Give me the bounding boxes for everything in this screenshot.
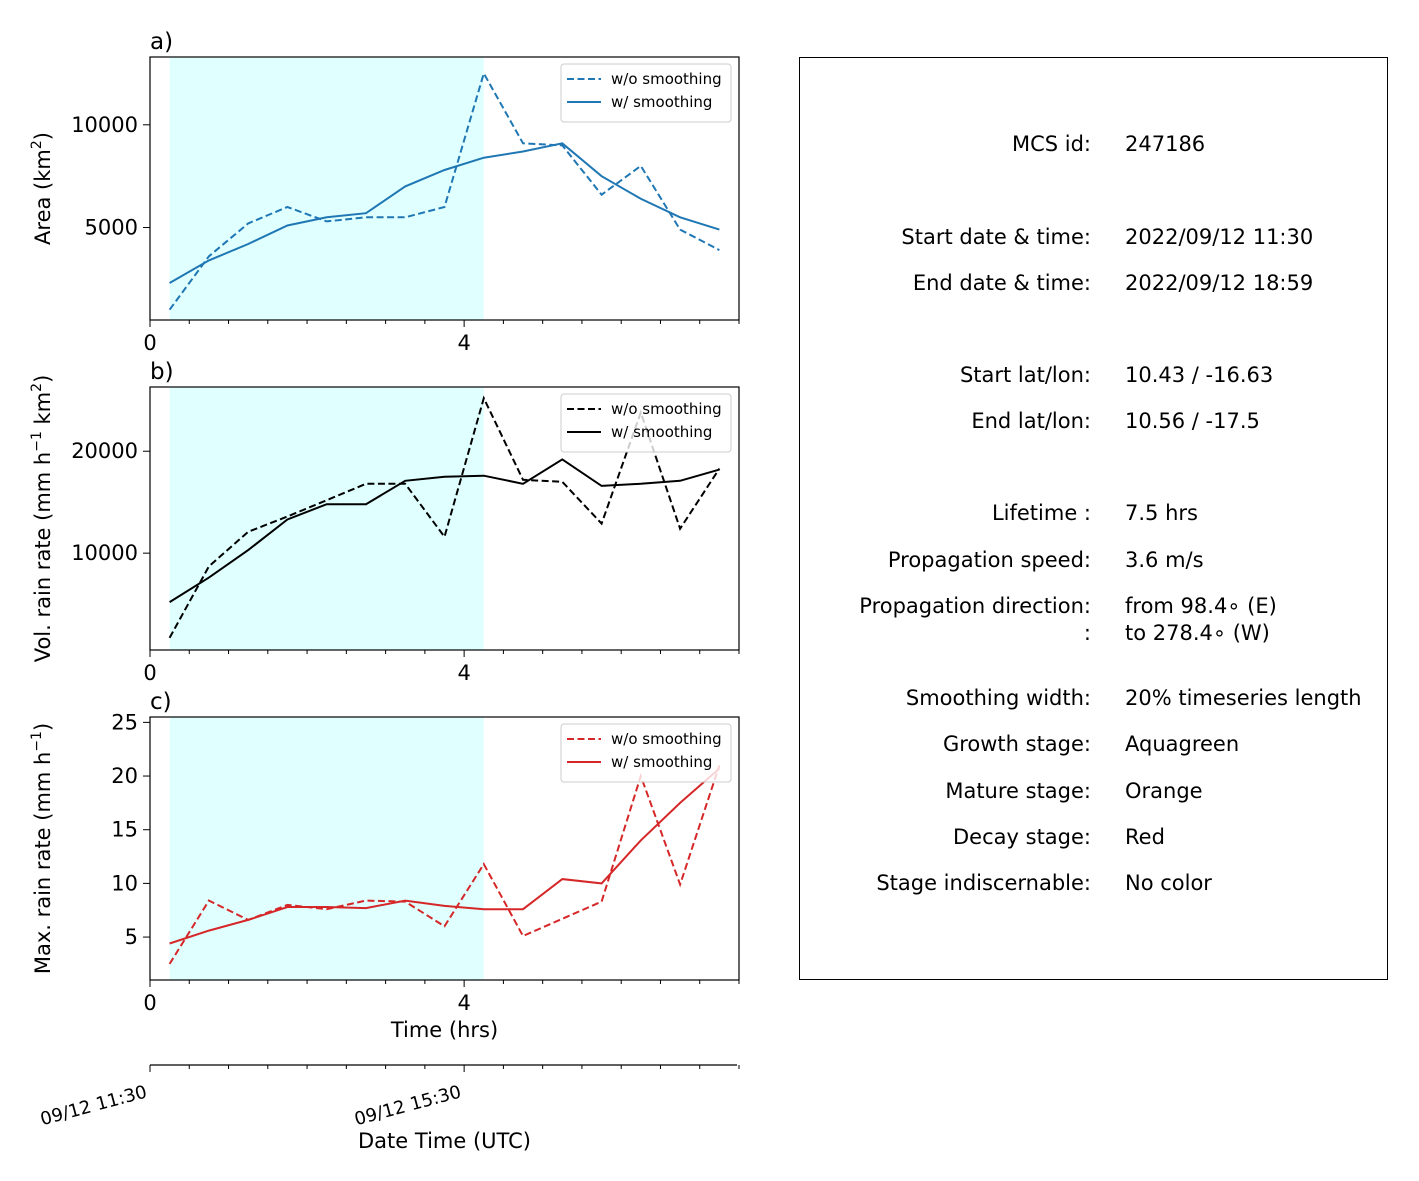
legend-box <box>560 63 732 123</box>
legend-label: w/ smoothing <box>611 93 712 111</box>
legend-label: w/o smoothing <box>611 730 722 748</box>
info-key: MCS id: <box>1011 132 1091 156</box>
x-tick-label: 4 <box>457 661 470 685</box>
y-tick-label: 15 <box>111 818 138 842</box>
legend: w/o smoothing w/ smoothing <box>560 723 732 783</box>
series-line-smoothed <box>169 767 721 945</box>
legend-label: w/ smoothing <box>611 423 712 441</box>
info-key: Start lat/lon: <box>959 363 1091 387</box>
y-label-text: Max. rain rate (mm h <box>31 752 55 975</box>
y-tick-label: 5 <box>125 925 138 949</box>
info-key: End date & time: <box>912 271 1091 295</box>
info-key: Start date & time: <box>901 225 1091 249</box>
datetime-tick-label: 09/12 15:30 <box>352 1082 463 1131</box>
y-tick-label: 20 <box>111 764 138 788</box>
panel-label: c) <box>150 689 172 715</box>
info-key: Growth stage: <box>942 732 1091 756</box>
y-axis-label: Area (km2) <box>29 132 55 245</box>
y-axis-label: Vol. rain rate (mm h−1 km2) <box>29 375 55 663</box>
legend-label: w/o smoothing <box>611 70 722 88</box>
series-line-smoothed <box>169 458 720 603</box>
y-label-text: ) <box>31 723 55 731</box>
info-value: from 98.4∘ (E) <box>1125 594 1277 618</box>
plot-frame <box>149 386 740 651</box>
legend-label: w/o smoothing <box>611 400 722 418</box>
growth-stage-shade <box>169 57 484 320</box>
x-axis-label: Time (hrs) <box>390 1018 498 1042</box>
info-key: : <box>1083 621 1091 645</box>
info-value: 7.5 hrs <box>1125 501 1198 525</box>
series-line-smoothed <box>169 142 720 284</box>
y-tick-label: 25 <box>111 710 138 734</box>
y-tick-label: 10 <box>111 871 138 895</box>
x-tick-label: 0 <box>143 991 156 1015</box>
panel-area: 0 4 5000 10000 a) Area (km2) w/o smoothing w/ s… <box>29 29 740 355</box>
datetime-axis-label: Date Time (UTC) <box>358 1129 531 1153</box>
y-label-text: km <box>31 392 55 431</box>
info-key: Stage indiscernable: <box>876 871 1091 895</box>
info-value: Aquagreen <box>1125 732 1240 756</box>
series-line-raw <box>168 395 721 639</box>
y-label-sup: −1 <box>29 431 45 452</box>
info-value: No color <box>1125 871 1212 895</box>
legend-box <box>560 393 732 453</box>
y-label-text: Area (km <box>31 149 55 245</box>
series-line-raw <box>168 70 720 311</box>
info-key: End lat/lon: <box>971 409 1091 433</box>
growth-stage-shade <box>169 387 484 650</box>
datetime-tick-label: 09/12 11:30 <box>38 1082 149 1131</box>
panel-label: a) <box>150 29 173 55</box>
legend-label: w/ smoothing <box>611 753 712 771</box>
plot-frame <box>149 56 740 321</box>
x-tick-label: 4 <box>457 991 470 1015</box>
legend: w/o smoothing w/ smoothing <box>560 63 732 123</box>
info-panel: MCS id: 247186 Start date & time: 2022/09/1… <box>799 57 1388 980</box>
y-tick-label: 10000 <box>71 541 138 565</box>
info-value: 2022/09/12 18:59 <box>1125 271 1314 295</box>
info-key: Propagation speed: <box>887 548 1091 572</box>
info-value: 10.43 / -16.63 <box>1125 363 1274 387</box>
y-label-text: ) <box>31 375 55 383</box>
y-label-sup: 2 <box>29 383 45 392</box>
x-tick-label: 4 <box>457 331 470 355</box>
y-label-text: Vol. rain rate (mm h <box>31 452 55 663</box>
x-tick-label: 0 <box>143 331 156 355</box>
info-value: Red <box>1125 825 1165 849</box>
info-value: to 278.4∘ (W) <box>1125 621 1270 645</box>
info-key: Mature stage: <box>945 779 1091 803</box>
legend-box <box>560 723 732 783</box>
info-key: Smoothing width: <box>905 686 1091 710</box>
legend: w/o smoothing w/ smoothing <box>560 393 732 453</box>
info-key: Decay stage: <box>953 825 1091 849</box>
y-tick-label: 10000 <box>71 113 138 137</box>
y-tick-label: 20000 <box>71 439 138 463</box>
info-value: 20% timeseries length <box>1125 686 1362 710</box>
info-value: 10.56 / -17.5 <box>1125 409 1260 433</box>
info-value: 2022/09/12 11:30 <box>1125 225 1314 249</box>
info-value: 247186 <box>1125 132 1206 156</box>
info-value: 3.6 m/s <box>1125 548 1204 572</box>
info-value: Orange <box>1125 779 1203 803</box>
panel-maxrain: 0 4 5 10 15 20 25 c) Max. rain rate (mm h−1) Time… <box>29 689 740 1042</box>
y-axis-label: Max. rain rate (mm h−1) <box>29 723 55 974</box>
y-label-text: ) <box>31 132 55 140</box>
y-label-sup: −1 <box>29 731 45 752</box>
growth-stage-shade <box>169 717 484 980</box>
x-tick-label: 0 <box>143 661 156 685</box>
y-tick-label: 5000 <box>85 216 138 240</box>
plot-frame <box>149 716 740 981</box>
info-key: Lifetime : <box>991 501 1091 525</box>
info-key: Propagation direction: <box>859 594 1091 618</box>
panel-volrain: 0 4 10000 20000 b) Vol. rain rate (mm h−1 km2… <box>29 359 740 685</box>
panel-label: b) <box>150 359 174 385</box>
y-label-sup: 2 <box>29 140 45 149</box>
